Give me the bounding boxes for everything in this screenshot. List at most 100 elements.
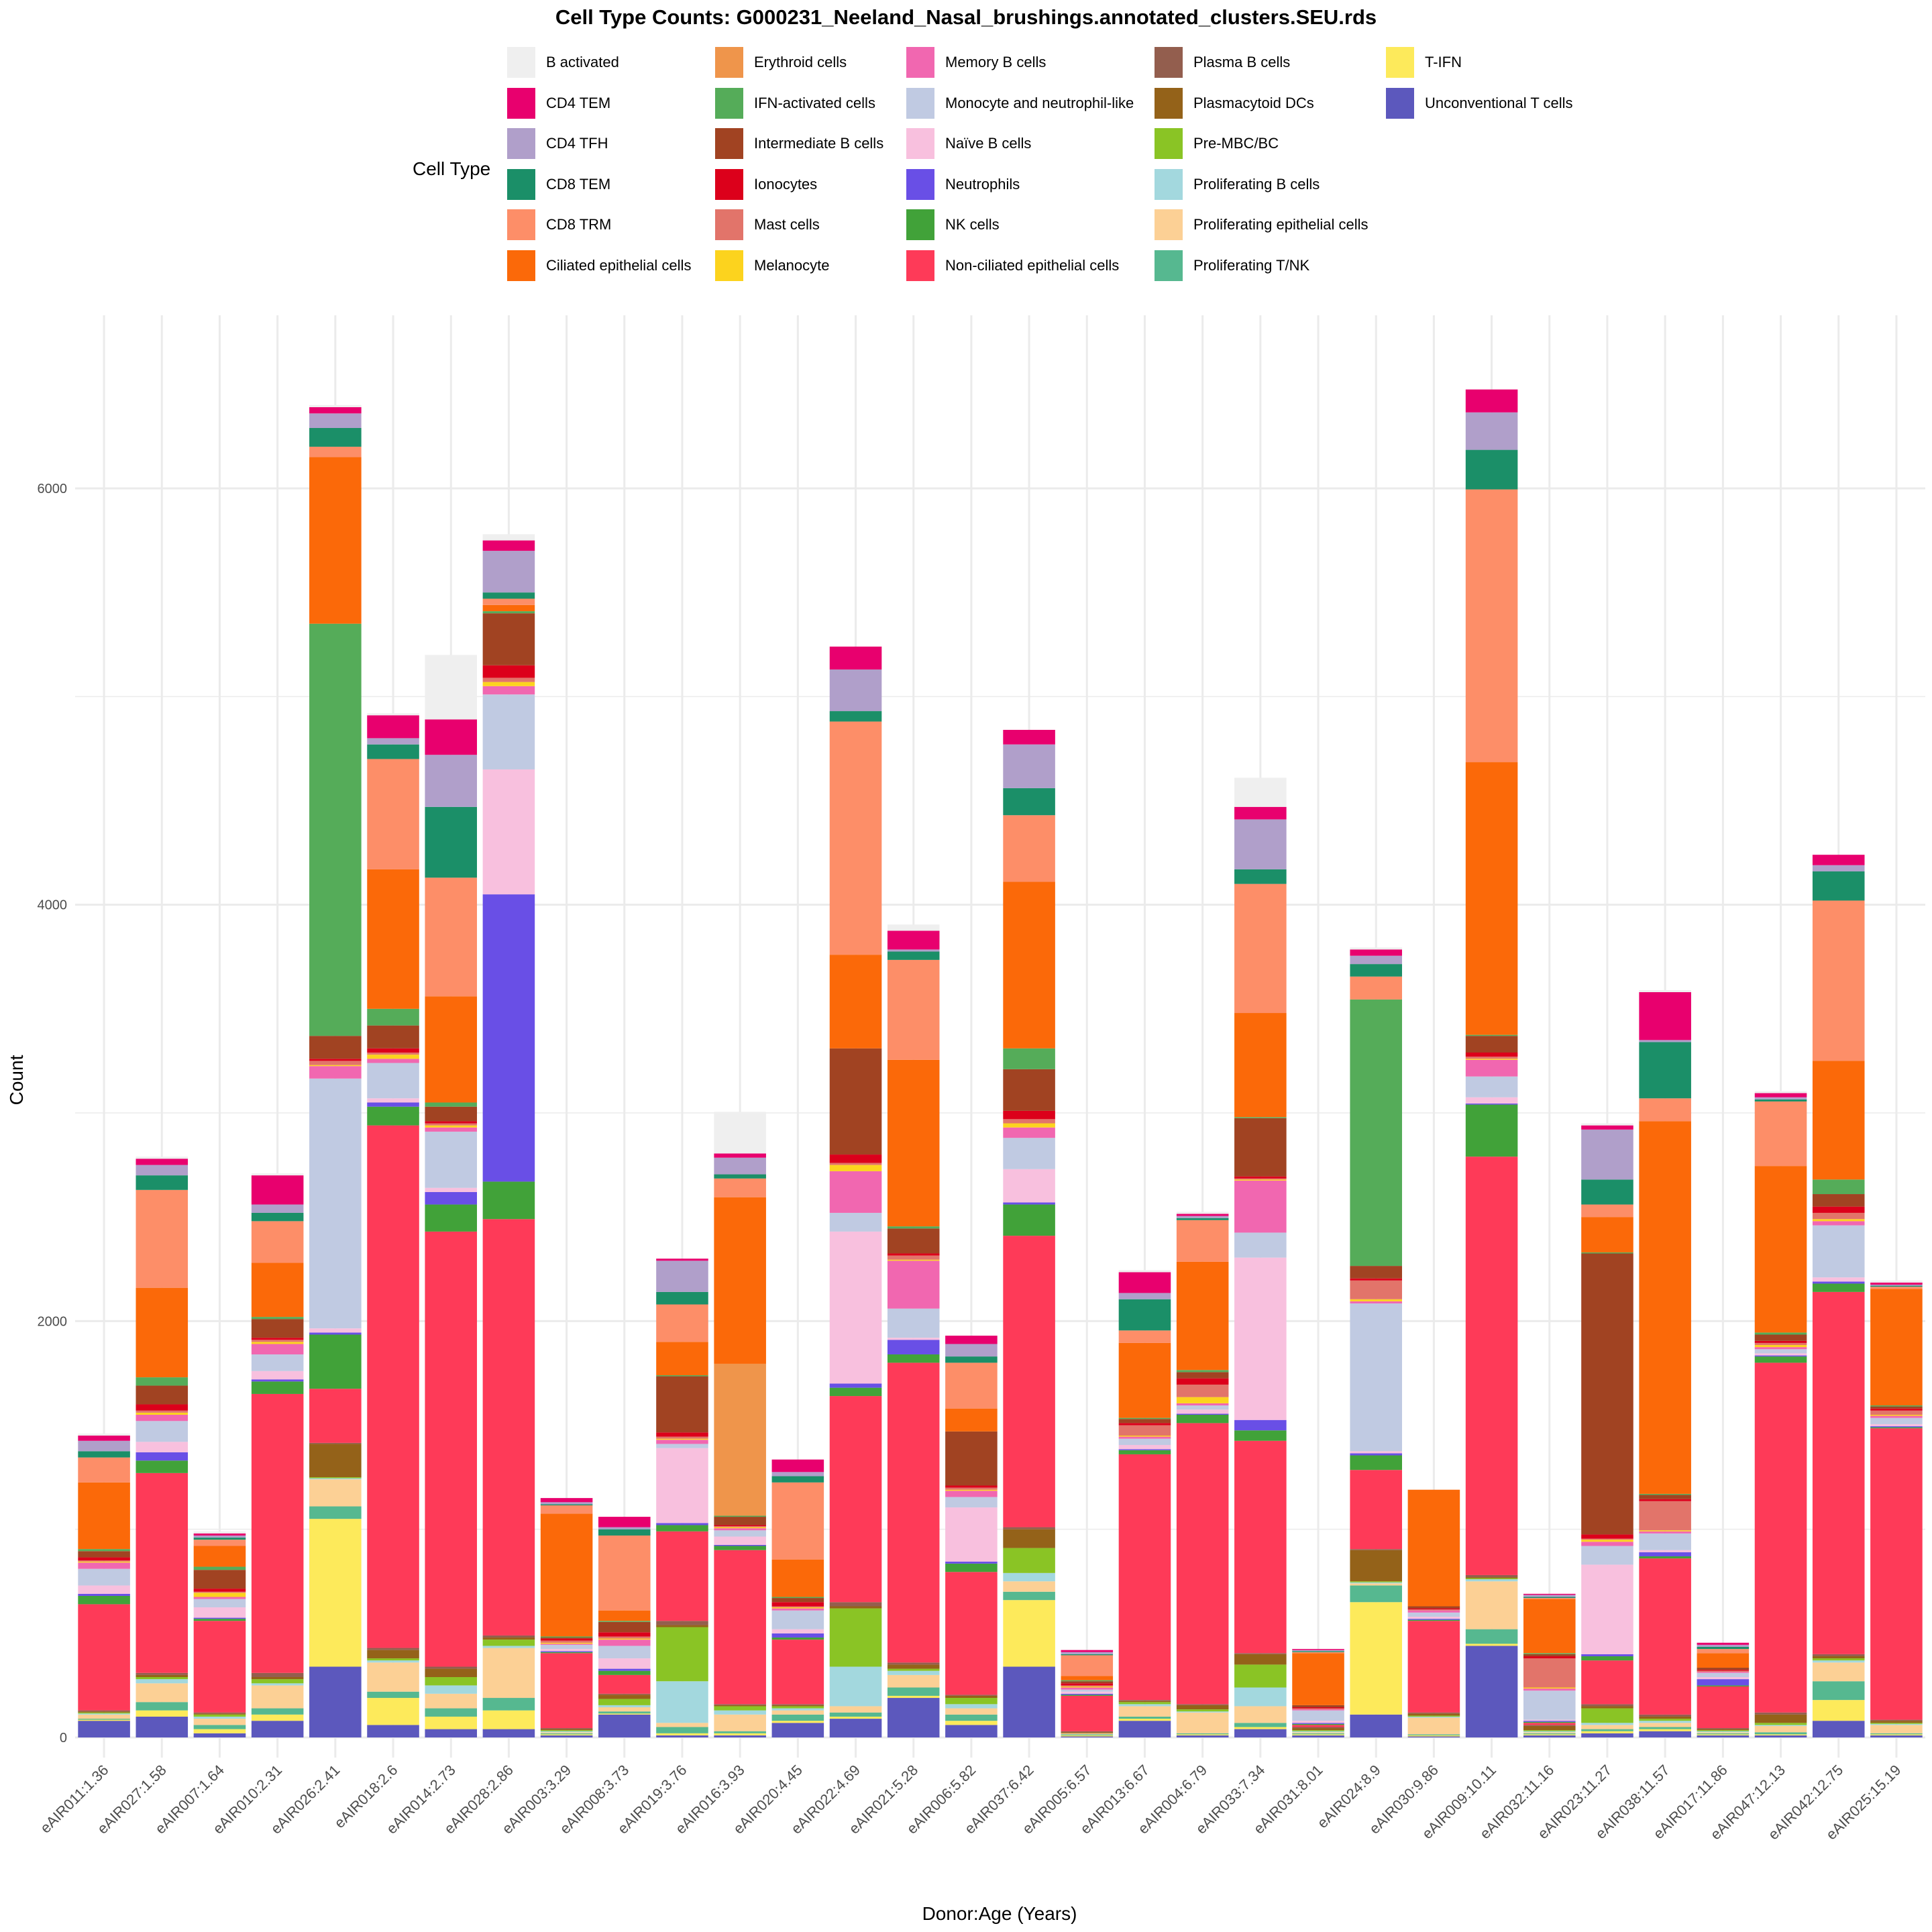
bar-segment: Mast cells: 30 (1812, 1212, 1865, 1220)
bar-segment: Memory B cells: 30 (136, 1414, 189, 1421)
bar-segment: T-IFN: 30 (251, 1714, 304, 1721)
bar-segment: Proliferating epithelial cells: 5 (1523, 1732, 1576, 1733)
bar-segment: Proliferating B cells: 10 (1118, 1704, 1171, 1707)
bar-segment: CD4 TFH: 80 (714, 1157, 766, 1175)
bar-segment: CD8 TRM: 60 (1581, 1204, 1633, 1218)
bar-segment: CD8 TRM: 40 (540, 1505, 593, 1514)
bar-segment: Intermediate B cells: 5 (540, 1638, 593, 1639)
bar-segment: T-IFN: 10 (1639, 1729, 1691, 1731)
legend-label: CD4 TEM (546, 94, 611, 111)
bar-segment: Proliferating B cells: 10 (771, 1708, 824, 1711)
bar-segment: Proliferating T/NK: 10 (1581, 1729, 1633, 1731)
bar-segment: Neutrophils: 20 (367, 1102, 419, 1107)
bar-segment: Proliferating epithelial cells: 80 (714, 1714, 766, 1731)
legend-swatch (507, 47, 535, 78)
bar-segment: Ionocytes: 5 (1407, 1608, 1460, 1610)
bar-segment: Mast cells: 10 (945, 1487, 998, 1490)
bar-segment: Neutrophils: 5 (540, 1651, 593, 1652)
bar-segment: Unconventional T cells: 60 (945, 1725, 998, 1737)
bar-segment: Monocyte and neutrophil-like: 20 (1176, 1405, 1229, 1410)
bar-segment: Plasmacytoid DCs: 40 (425, 1668, 478, 1678)
bar-segment: CD4 TFH: 10 (887, 949, 940, 952)
bar-segment: Proliferating B cells: 5 (1870, 1723, 1923, 1725)
bar-segment: Pre-MBC/BC: 5 (309, 1477, 362, 1479)
bar-segment: Naïve B cells: 10 (1061, 1691, 1114, 1694)
bar-segment: Unconventional T cells: 10 (1523, 1735, 1576, 1737)
bar-segment: IFN-activated cells: 10 (251, 1317, 304, 1320)
bar-segment: CD8 TEM: 10 (1176, 1218, 1229, 1220)
bar-segment: Proliferating epithelial cells: 20 (771, 1710, 824, 1715)
bar-segment: Ionocytes: 10 (887, 1253, 940, 1256)
bar-segment: Monocyte and neutrophil-like: 30 (1118, 1438, 1171, 1445)
bar-segment: CD4 TFH: 10 (193, 1535, 246, 1538)
legend-item: Ciliated epithelial cells (507, 250, 691, 281)
bar-segment: Ionocytes: 10 (1523, 1656, 1576, 1659)
bar-segment: Naïve B cells: 730 (829, 1231, 882, 1384)
bar-segment: Monocyte and neutrophil-like: 150 (1003, 1138, 1055, 1169)
bar-segment: Ionocytes: 30 (1812, 1206, 1865, 1213)
bar-segment: Non-ciliated epithelial cells: 2510 (367, 1125, 419, 1648)
bar-segment: Intermediate B cells: 200 (1003, 1069, 1055, 1111)
bar-segment: Ciliated epithelial cells: 800 (1003, 881, 1055, 1049)
bar-segment: Neutrophils: 5 (1465, 1104, 1518, 1105)
bar-segment: Neutrophils: 10 (251, 1379, 304, 1382)
bar-segment: Naïve B cells: 10 (1407, 1617, 1460, 1619)
bar-segment: Pre-MBC/BC: 5 (1870, 1723, 1923, 1724)
bar-segment: Pre-MBC/BC: 5 (1523, 1730, 1576, 1731)
legend-swatch (906, 168, 934, 200)
bar-segment: Memory B cells: 20 (367, 1059, 419, 1063)
bar-segment: Melanocyte: 5 (309, 1065, 362, 1067)
legend-item: Naïve B cells (906, 128, 1031, 159)
bar-segment: CD4 TFH: 180 (1465, 412, 1518, 450)
bar-segment: Proliferating epithelial cells: 130 (309, 1479, 362, 1507)
bar-segment: CD4 TFH: 40 (251, 1204, 304, 1213)
bar-segment: Memory B cells: 10 (1350, 1301, 1403, 1303)
bar-segment: Ionocytes: 10 (1061, 1683, 1114, 1686)
bar-segment: Neutrophils: 20 (1639, 1552, 1691, 1557)
bar-segment: Non-ciliated epithelial cells: 2090 (425, 1231, 478, 1667)
bar-segment: Unconventional T cells: 60 (367, 1725, 419, 1737)
bar-segment: Monocyte and neutrophil-like: 30 (714, 1530, 766, 1537)
bar-segment: Proliferating B cells: 5 (1292, 1731, 1344, 1733)
bar-segment: Melanocyte: 20 (193, 1593, 246, 1597)
bar-segment: Memory B cells: 20 (656, 1440, 708, 1444)
bar-segment: CD8 TEM: 50 (829, 711, 882, 722)
bar-segment: Intermediate B cells: 510 (829, 1048, 882, 1155)
bar-segment: Plasma B cells: 5 (598, 1693, 651, 1695)
bar-segment: NK cells: 5 (1697, 1685, 1750, 1686)
bar-segment: Neutrophils: 5 (714, 1544, 766, 1546)
bar-segment: Ionocytes: 20 (598, 1632, 651, 1637)
bar-segment: Intermediate B cells: 10 (1523, 1654, 1576, 1656)
bar-segment: Proliferating epithelial cells: 240 (482, 1648, 535, 1699)
bar-segment: Mast cells: 5 (1581, 1538, 1633, 1540)
bar-stack: Unconventional T cells: 10T-IFN: 10Proli… (656, 1258, 708, 1737)
bar-segment: Proliferating B cells: 20 (887, 1670, 940, 1675)
bar-segment: Monocyte and neutrophil-like: 50 (945, 1497, 998, 1508)
bar-segment: CD4 TEM: 30 (309, 407, 362, 414)
bar-segment: CD4 TEM: 230 (1639, 992, 1691, 1040)
bar-segment: Plasma B cells: 10 (1754, 1712, 1807, 1715)
bar-segment: Monocyte and neutrophil-like: 140 (1523, 1690, 1576, 1720)
legend-label: Intermediate B cells (754, 135, 884, 152)
bar-segment: CD4 TEM: 20 (714, 1153, 766, 1158)
bar-segment: Plasma B cells: 5 (540, 1728, 593, 1729)
bar-segment: CD4 TFH: 20 (771, 1472, 824, 1477)
bar-segment: Proliferating epithelial cells: 80 (1407, 1717, 1460, 1735)
bar-segment: Intermediate B cells: 110 (367, 1025, 419, 1049)
bar-segment: T-IFN: 130 (367, 1698, 419, 1725)
bar-segment: Proliferating B cells: 5 (1697, 1731, 1750, 1733)
bar-segment: Ionocytes: 20 (1581, 1534, 1633, 1539)
bar-segment: CD8 TEM: 140 (1812, 871, 1865, 901)
bar-segment: Proliferating T/NK: 40 (1003, 1591, 1055, 1601)
bar-segment: Naïve B cells: 160 (1003, 1169, 1055, 1203)
bar-segment: Non-ciliated epithelial cells: 2010 (1465, 1157, 1518, 1575)
bar-segment: Proliferating T/NK: 5 (1697, 1733, 1750, 1735)
bar-segment: CD8 TRM: 20 (1697, 1649, 1750, 1654)
legend-swatch (1386, 87, 1414, 119)
bar-stack: Unconventional T cells: 440T-IFN: 10Prol… (1465, 389, 1518, 1737)
bar-segment: B activated: 10 (1639, 989, 1691, 993)
legend-swatch (1155, 209, 1183, 240)
bar-segment: Monocyte and neutrophil-like: 120 (1234, 1232, 1287, 1258)
bar-segment: Memory B cells: 10 (193, 1597, 246, 1599)
bar-segment: Ciliated epithelial cells: 20 (1061, 1676, 1114, 1680)
